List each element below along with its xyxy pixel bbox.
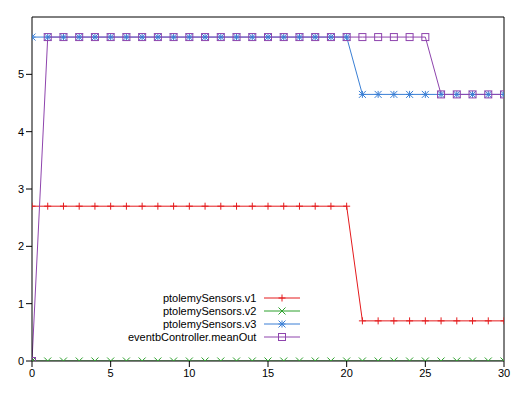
svg-text:0: 0 xyxy=(18,355,24,367)
svg-text:5: 5 xyxy=(18,68,24,80)
svg-text:5: 5 xyxy=(108,367,114,379)
html-text:ptolemySensors.v2: ptolemySensors.v2 xyxy=(162,304,257,317)
svg-text:1: 1 xyxy=(18,298,24,310)
svg-text:30: 30 xyxy=(498,367,510,379)
svg-text:10: 10 xyxy=(183,367,195,379)
svg-text:25: 25 xyxy=(419,367,431,379)
svg-text:2: 2 xyxy=(18,240,24,252)
html-text:ptolemySensors.v3: ptolemySensors.v3 xyxy=(162,317,257,330)
html-text:eventbController.meanOut: eventbController.meanOut xyxy=(128,330,257,343)
html-text:ptolemySensors.v1: ptolemySensors.v1 xyxy=(162,291,257,304)
svg-text:20: 20 xyxy=(341,367,353,379)
svg-text:0: 0 xyxy=(29,367,35,379)
svg-text:3: 3 xyxy=(18,183,24,195)
svg-text:15: 15 xyxy=(262,367,274,379)
svg-text:4: 4 xyxy=(18,126,24,138)
